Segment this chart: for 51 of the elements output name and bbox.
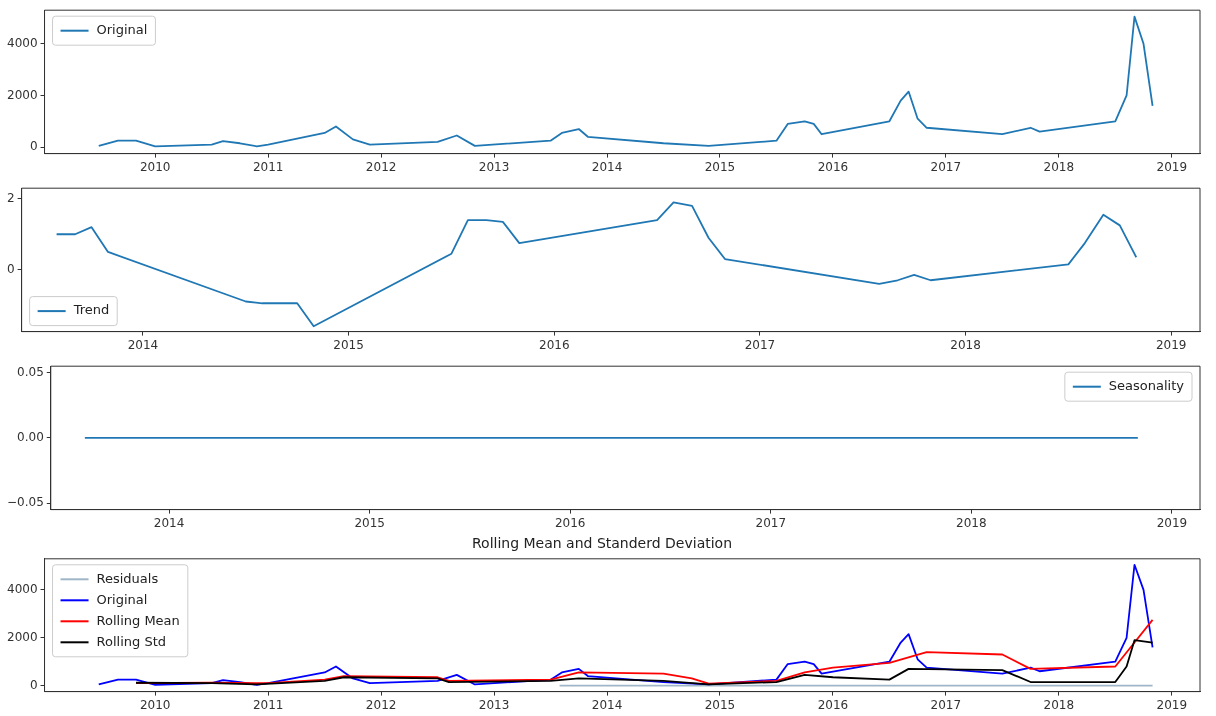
y-tick-label: 2000 [6, 629, 38, 644]
x-tick-label: 2014 [591, 159, 623, 174]
x-tick-label: 2016 [538, 337, 570, 352]
x-tick-label: 2017 [930, 159, 962, 174]
y-tick-label: −0.05 [6, 495, 44, 510]
x-tick-label: 2015 [704, 159, 736, 174]
x-tick-label: 2018 [956, 515, 987, 530]
x-tick-label: 2019 [1155, 337, 1187, 352]
x-tick-label: 2014 [591, 697, 623, 712]
x-tick-label: 2016 [817, 697, 849, 712]
legend-label: Rolling Std [96, 633, 167, 649]
x-tick-label: 2012 [365, 697, 397, 712]
legend-label: Original [96, 591, 148, 607]
y-tick-label: 2 [6, 190, 15, 205]
x-tick-label: 2014 [127, 337, 159, 352]
y-tick-label: 0 [6, 261, 15, 276]
legend-label: Seasonality [1108, 378, 1185, 394]
y-tick-label: 0.05 [17, 364, 44, 379]
legend-label: Original [96, 22, 148, 38]
x-tick-label: 2010 [139, 159, 171, 174]
x-tick-label: 2019 [1156, 515, 1188, 530]
x-tick-label: 2019 [1156, 159, 1188, 174]
x-tick-label: 2016 [817, 159, 849, 174]
x-tick-label: 2015 [704, 697, 736, 712]
x-tick-label: 2017 [755, 515, 787, 530]
x-tick-label: 2012 [365, 159, 397, 174]
x-tick-label: 2017 [744, 337, 776, 352]
y-tick-label: 4000 [6, 35, 38, 50]
legend-label: Rolling Mean [96, 612, 180, 628]
x-tick-label: 2010 [139, 697, 171, 712]
x-tick-label: 2015 [354, 515, 385, 530]
x-tick-label: 2017 [930, 697, 962, 712]
chart-title: Rolling Mean and Standerd Deviation [471, 535, 733, 552]
x-tick-label: 2013 [478, 697, 510, 712]
x-tick-label: 2018 [1043, 159, 1075, 174]
x-tick-label: 2014 [153, 515, 185, 530]
x-tick-label: 2011 [252, 159, 284, 174]
legend-label: Trend [72, 302, 110, 318]
x-tick-label: 2013 [478, 159, 510, 174]
x-tick-label: 2018 [1043, 697, 1075, 712]
y-tick-label: 0 [29, 139, 38, 154]
x-tick-label: 2015 [333, 337, 364, 352]
y-tick-label: 2000 [6, 87, 38, 102]
x-tick-label: 2016 [554, 515, 586, 530]
x-tick-label: 2018 [950, 337, 981, 352]
x-tick-label: 2019 [1156, 697, 1188, 712]
y-tick-label: 0 [29, 677, 38, 692]
x-tick-label: 2011 [252, 697, 284, 712]
y-tick-label: 4000 [6, 582, 38, 597]
legend-label: Residuals [96, 570, 159, 586]
y-tick-label: 0.00 [17, 430, 44, 445]
